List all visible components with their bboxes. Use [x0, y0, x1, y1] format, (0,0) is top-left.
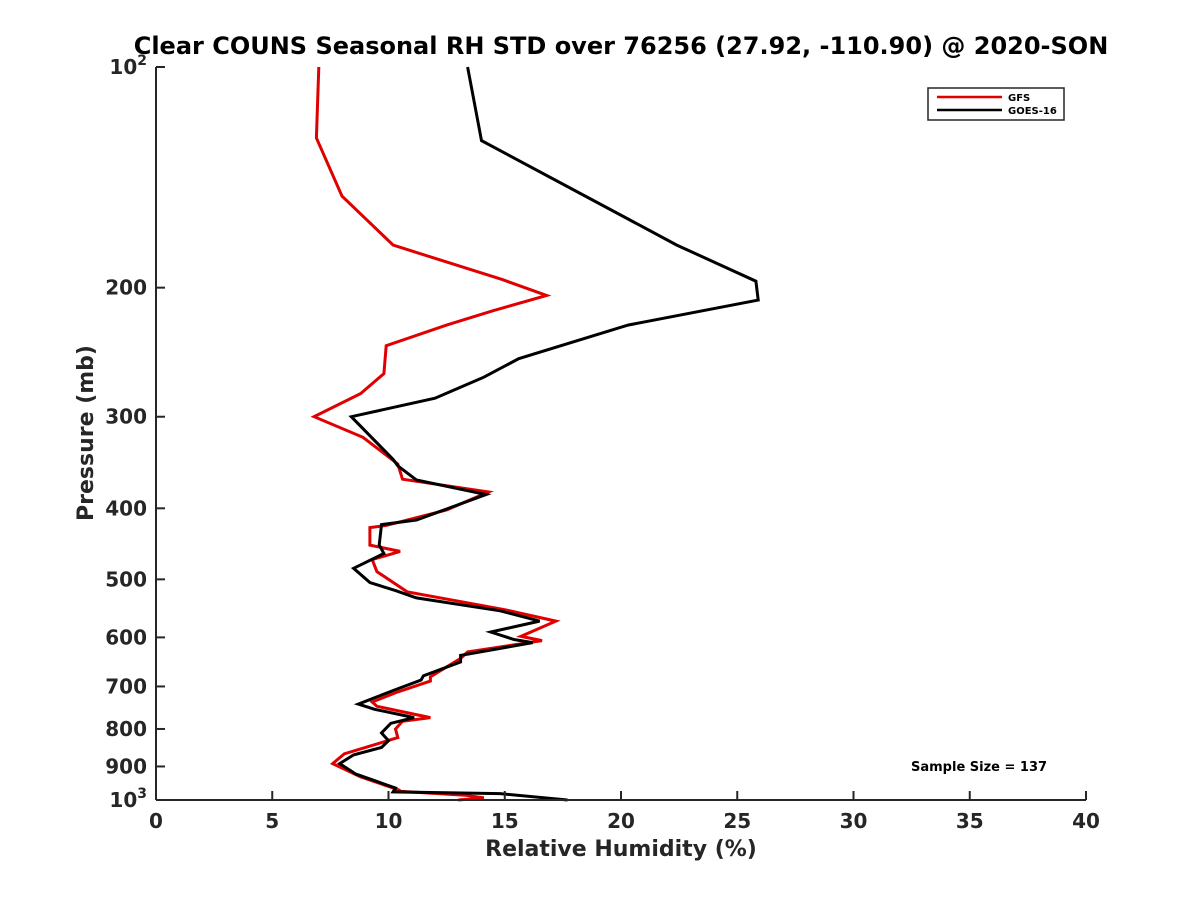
y-tick-base-8: 900: [105, 754, 147, 778]
x-tick-label-4: 20: [607, 809, 635, 833]
x-tick-label-2: 10: [375, 809, 403, 833]
series-line-goes16: [336, 66, 760, 802]
y-tick-label-3: 400: [105, 496, 147, 520]
series-line-gfs: [310, 66, 561, 802]
x-tick-label-8: 40: [1072, 809, 1100, 833]
y-tick-base-2: 300: [105, 405, 147, 429]
series-layer: [310, 66, 760, 802]
sample-size-annotation: Sample Size = 137: [911, 760, 1047, 775]
x-tick-label-3: 15: [491, 809, 519, 833]
y-tick-label-0: 102: [109, 53, 147, 79]
y-tick-label-8: 900: [105, 754, 147, 778]
x-axis-label: Relative Humidity (%): [485, 837, 757, 862]
x-tick-label-5: 25: [723, 809, 751, 833]
legend-label-goes16: GOES-16: [1008, 106, 1057, 117]
chart-title: Clear COUNS Seasonal RH STD over 76256 (…: [134, 32, 1109, 60]
x-ticks: 0 5 10 15 20 25 30 35 40: [149, 791, 1100, 833]
y-tick-base-1: 200: [105, 276, 147, 300]
x-tick-label-1: 5: [265, 809, 279, 833]
y-tick-label-2: 300: [105, 405, 147, 429]
x-tick-label-7: 35: [956, 809, 984, 833]
y-tick-label-5: 600: [105, 625, 147, 649]
y-tick-label-7: 800: [105, 717, 147, 741]
y-tick-base-4: 500: [105, 567, 147, 591]
legend: GFS GOES-16: [927, 87, 1065, 121]
legend-box: [927, 87, 1065, 121]
legend-label-gfs: GFS: [1008, 93, 1030, 104]
y-tick-exponent-9: 3: [137, 786, 147, 802]
y-tick-label-4: 500: [105, 567, 147, 591]
y-tick-base-6: 700: [105, 674, 147, 698]
y-tick-label-6: 700: [105, 674, 147, 698]
x-tick-label-0: 0: [149, 809, 163, 833]
y-tick-label-9: 103: [109, 786, 147, 812]
y-tick-base-9: 10: [109, 788, 137, 812]
y-tick-base-0: 10: [109, 55, 137, 79]
y-tick-label-1: 200: [105, 276, 147, 300]
y-tick-base-5: 600: [105, 625, 147, 649]
y-tick-base-3: 400: [105, 496, 147, 520]
x-tick-label-6: 30: [840, 809, 868, 833]
y-tick-base-7: 800: [105, 717, 147, 741]
y-tick-exponent-0: 2: [137, 53, 147, 69]
y-axis-label: Pressure (mb): [74, 345, 99, 521]
